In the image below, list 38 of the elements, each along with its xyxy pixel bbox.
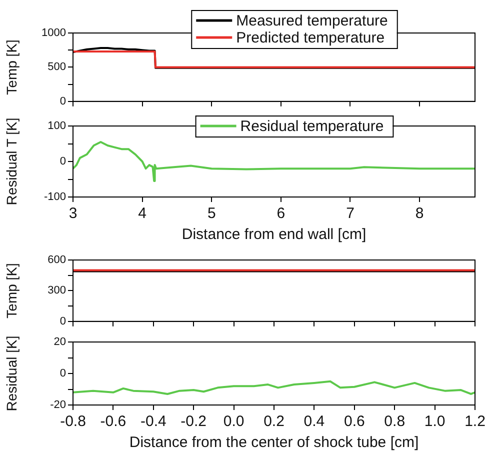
legend-label: Predicted temperature	[236, 30, 385, 47]
x-axis-title: Distance from the center of shock tube [cm]	[129, 434, 419, 452]
y-tick-label: 0	[60, 156, 66, 168]
x-tick-label: 7	[346, 205, 354, 222]
x-tick-label: 1.0	[424, 413, 446, 430]
y-axis-title: Temp [K]	[3, 40, 20, 95]
x-tick-label: -0.8	[60, 413, 86, 430]
y-tick-label: 100	[48, 120, 66, 132]
y-tick-label: -20	[50, 399, 66, 412]
x-tick-label: 5	[207, 205, 216, 222]
y-tick-label: 20	[54, 336, 66, 348]
x-tick-label: -0.4	[140, 413, 166, 430]
y-tick-label: 300	[48, 284, 66, 297]
x-tick-label: 4	[138, 205, 146, 222]
legend-label: Measured temperature	[236, 12, 388, 30]
x-tick-label: 8	[415, 205, 424, 222]
x-tick-label: 0.2	[264, 413, 284, 430]
x-tick-label: -0.2	[180, 413, 207, 430]
y-tick-label: 0	[60, 315, 66, 328]
y-tick-label: -100	[44, 191, 66, 204]
y-axis-title: Residual [K]	[3, 336, 20, 412]
y-tick-label: 0	[60, 95, 66, 108]
y-axis-title: Temp [K]	[3, 263, 20, 318]
y-axis-title: Residual T [K]	[3, 118, 20, 206]
x-tick-label: 0.4	[304, 413, 325, 430]
y-tick-label: 1000	[42, 27, 66, 40]
x-tick-label: 0.8	[384, 413, 406, 430]
x-tick-label: 0.6	[344, 413, 365, 430]
x-tick-label: 0.0	[223, 413, 244, 430]
x-tick-label: -0.6	[100, 413, 126, 430]
x-tick-label: 1.2	[464, 413, 485, 430]
y-tick-label: 0	[60, 368, 66, 380]
x-tick-label: 3	[68, 205, 78, 222]
x-tick-label: 6	[276, 205, 286, 222]
x-axis-title: Distance from end wall [cm]	[182, 226, 366, 244]
legend-label: Residual temperature	[240, 118, 384, 136]
y-tick-label: 500	[48, 61, 66, 74]
y-tick-label: 600	[48, 254, 66, 266]
